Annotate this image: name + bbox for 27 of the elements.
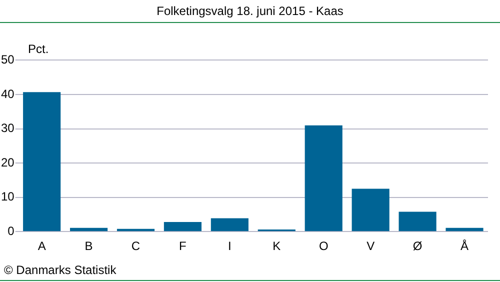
y-tick-label: 30 (0, 121, 15, 136)
y-axis-title: Pct. (28, 42, 49, 56)
x-tick-label: B (84, 239, 93, 254)
text: © Danmarks Statistik (4, 263, 116, 277)
bar (398, 212, 436, 232)
bar (164, 222, 202, 232)
y-tick-label: 40 (0, 86, 15, 101)
x-tick-label: F (179, 239, 186, 254)
x-tick-label: C (131, 239, 140, 254)
x-tick-label: A (38, 239, 46, 254)
y-tick-label: 0 (8, 224, 15, 238)
bar (210, 218, 248, 232)
x-tick-label: K (272, 239, 281, 254)
bar (70, 228, 108, 232)
bar (23, 92, 61, 232)
x-tick-label: Å (460, 239, 469, 254)
y-tick-label: 20 (0, 155, 15, 170)
bar (304, 125, 342, 232)
x-tick-label: V (366, 239, 375, 254)
x-tick-label: O (318, 239, 328, 254)
bar (446, 228, 484, 232)
y-tick-label: 10 (0, 190, 15, 204)
x-tick-label: Ø (412, 239, 422, 254)
y-tick-label: 50 (0, 52, 15, 67)
chart-title: Folketingsvalg 18. juni 2015 - Kaas (156, 4, 344, 18)
x-tick-label: I (228, 239, 232, 254)
bar (352, 188, 390, 232)
